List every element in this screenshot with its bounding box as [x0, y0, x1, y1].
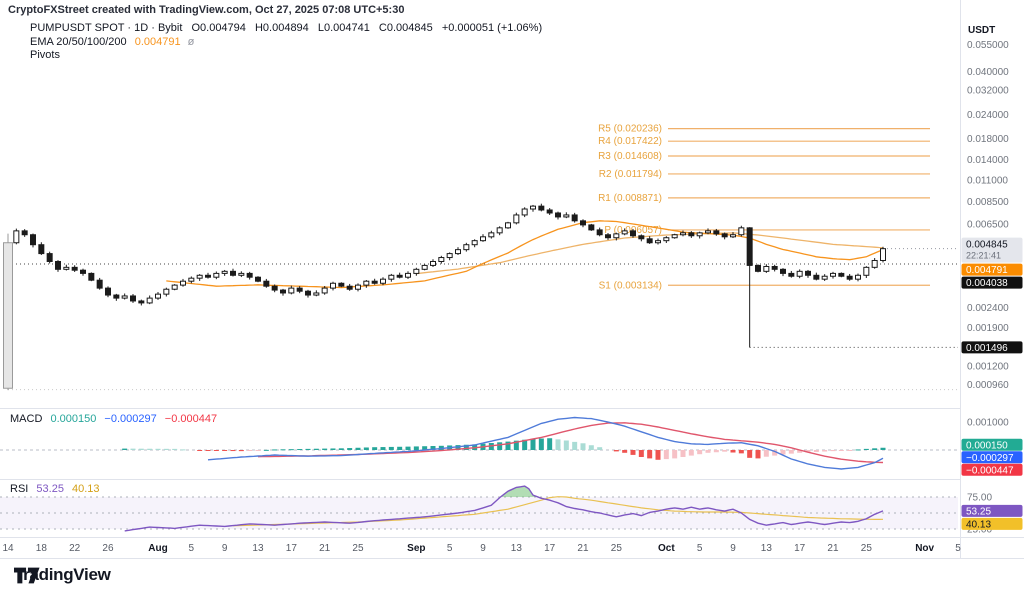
macd-hist-value: 0.000150	[50, 413, 97, 425]
time-tick: Sep	[407, 543, 425, 554]
price-tick: 0.011000	[967, 175, 1008, 186]
candlestick-series[interactable]	[3, 203, 886, 391]
panel-separators	[0, 0, 1024, 559]
macd-histogram	[122, 438, 886, 460]
bar-countdown: 22:21:41	[966, 251, 1001, 261]
price-tick: 0.000960	[967, 380, 1009, 391]
time-tick: Oct	[658, 543, 675, 554]
axis-currency: USDT	[968, 25, 995, 36]
time-tick: 17	[544, 543, 556, 554]
macd-legend[interactable]: MACD 0.000150 −0.000297 −0.000447	[10, 413, 222, 425]
ema-label: EMA 20/50/100/200	[30, 36, 127, 48]
axis-badge: 0.004791	[966, 265, 1008, 276]
time-tick: 5	[447, 543, 453, 554]
pivot-label: R5 (0.020236)	[598, 124, 662, 135]
time-tick: 9	[730, 543, 736, 554]
price-tick: 0.001200	[967, 361, 1009, 372]
axis-badge: 53.25	[966, 506, 991, 517]
pivot-label: R2 (0.011794)	[599, 169, 662, 180]
pivots-label: Pivots	[30, 49, 60, 61]
symbol-legend[interactable]: PUMPUSDT SPOT · 1D · Bybit O0.004794 H0.…	[30, 22, 548, 34]
close-value: C0.004845	[378, 22, 433, 34]
rsi-value: 53.25	[36, 483, 64, 495]
time-tick: 5	[189, 543, 195, 554]
time-tick: 22	[69, 543, 81, 554]
symbol-title: PUMPUSDT SPOT · 1D · Bybit	[30, 22, 183, 34]
pivot-label: R3 (0.014608)	[598, 151, 662, 162]
macd-label: MACD	[10, 413, 43, 425]
ema-value: 0.004791	[134, 36, 181, 48]
rsi-legend[interactable]: RSI 53.25 40.13	[10, 483, 105, 495]
ema-lines	[166, 220, 884, 289]
time-tick: 21	[827, 543, 839, 554]
macd-line-value: −0.000297	[104, 413, 157, 425]
time-tick: 17	[794, 543, 806, 554]
macd-lines	[207, 416, 884, 470]
price-tick: 0.008500	[967, 197, 1009, 208]
rsi-ma-value: 40.13	[72, 483, 100, 495]
indicator-options-icon[interactable]: ø	[187, 36, 195, 48]
macd-signal-value: −0.000447	[164, 413, 218, 425]
axis-badge: 0.000150	[966, 440, 1008, 451]
price-levels	[8, 248, 958, 391]
price-axis[interactable]: USDT 0.055000 0.040000 0.032000 0.024000 0.01…	[967, 25, 1009, 536]
time-tick: 21	[319, 543, 331, 554]
rsi-tick: 75.00	[967, 493, 992, 504]
time-tick: 13	[252, 543, 264, 554]
time-tick: 17	[286, 543, 298, 554]
price-tick: 0.032000	[967, 86, 1009, 97]
time-tick: 9	[480, 543, 486, 554]
pivot-lines: R5 (0.020236)R4 (0.017422) R3 (0.014608) R…	[598, 124, 930, 291]
time-tick: 25	[352, 543, 364, 554]
pivot-label: R1 (0.008871)	[598, 193, 662, 204]
axis-badge: 40.13	[966, 519, 991, 530]
time-tick: 14	[2, 543, 14, 554]
ema-legend[interactable]: EMA 20/50/100/200 0.004791 ø	[30, 36, 194, 48]
change-value: +0.000051 (+1.06%)	[441, 22, 543, 34]
pivot-label: S1 (0.003134)	[599, 280, 662, 291]
axis-badge: −0.000297	[966, 453, 1014, 464]
time-tick: 26	[102, 543, 114, 554]
axis-badge: −0.000447	[966, 465, 1014, 476]
open-value: O0.004794	[191, 22, 246, 34]
price-tick: 0.014000	[967, 155, 1009, 166]
time-tick: 9	[222, 543, 228, 554]
time-tick: Aug	[148, 543, 167, 554]
axis-badge: 0.004038	[966, 278, 1008, 289]
macd-tick: 0.001000	[967, 418, 1009, 429]
axis-badge: 0.001496	[966, 343, 1008, 354]
rsi-lines	[124, 485, 884, 532]
price-tick: 0.001900	[967, 323, 1009, 334]
time-tick: 13	[511, 543, 523, 554]
pivots-legend[interactable]: Pivots	[30, 49, 60, 61]
time-tick: 25	[611, 543, 623, 554]
price-tick: 0.024000	[967, 110, 1009, 121]
watermark: CryptoFXStreet created with TradingView.…	[8, 4, 405, 16]
price-tick: 0.055000	[967, 40, 1009, 51]
high-value: H0.004894	[254, 22, 309, 34]
time-tick: Nov	[915, 543, 934, 554]
time-tick: 25	[861, 543, 873, 554]
price-tick: 0.006500	[967, 220, 1009, 231]
pivot-label: R4 (0.017422)	[598, 136, 662, 147]
price-tick: 0.018000	[967, 134, 1009, 145]
rsi-label: RSI	[10, 483, 29, 495]
low-value: L0.004741	[317, 22, 370, 34]
time-tick: 13	[761, 543, 773, 554]
time-tick: 5	[955, 543, 961, 554]
price-tick: 0.002400	[967, 303, 1009, 314]
tradingview-mark-icon	[14, 567, 40, 584]
time-axis[interactable]: 14 18 22 26 Aug 5 9 13 17 21 25 Sep 5 9 13 17 21 25 Oct 5 9 1…	[2, 543, 961, 554]
price-tick: 0.040000	[967, 67, 1009, 78]
time-tick: 5	[697, 543, 703, 554]
time-tick: 18	[36, 543, 48, 554]
last-price-badge: 0.004845	[966, 240, 1008, 251]
tradingview-logo[interactable]: TradingView	[14, 565, 111, 585]
time-tick: 21	[577, 543, 589, 554]
rsi-tick: 25.00	[967, 525, 992, 536]
